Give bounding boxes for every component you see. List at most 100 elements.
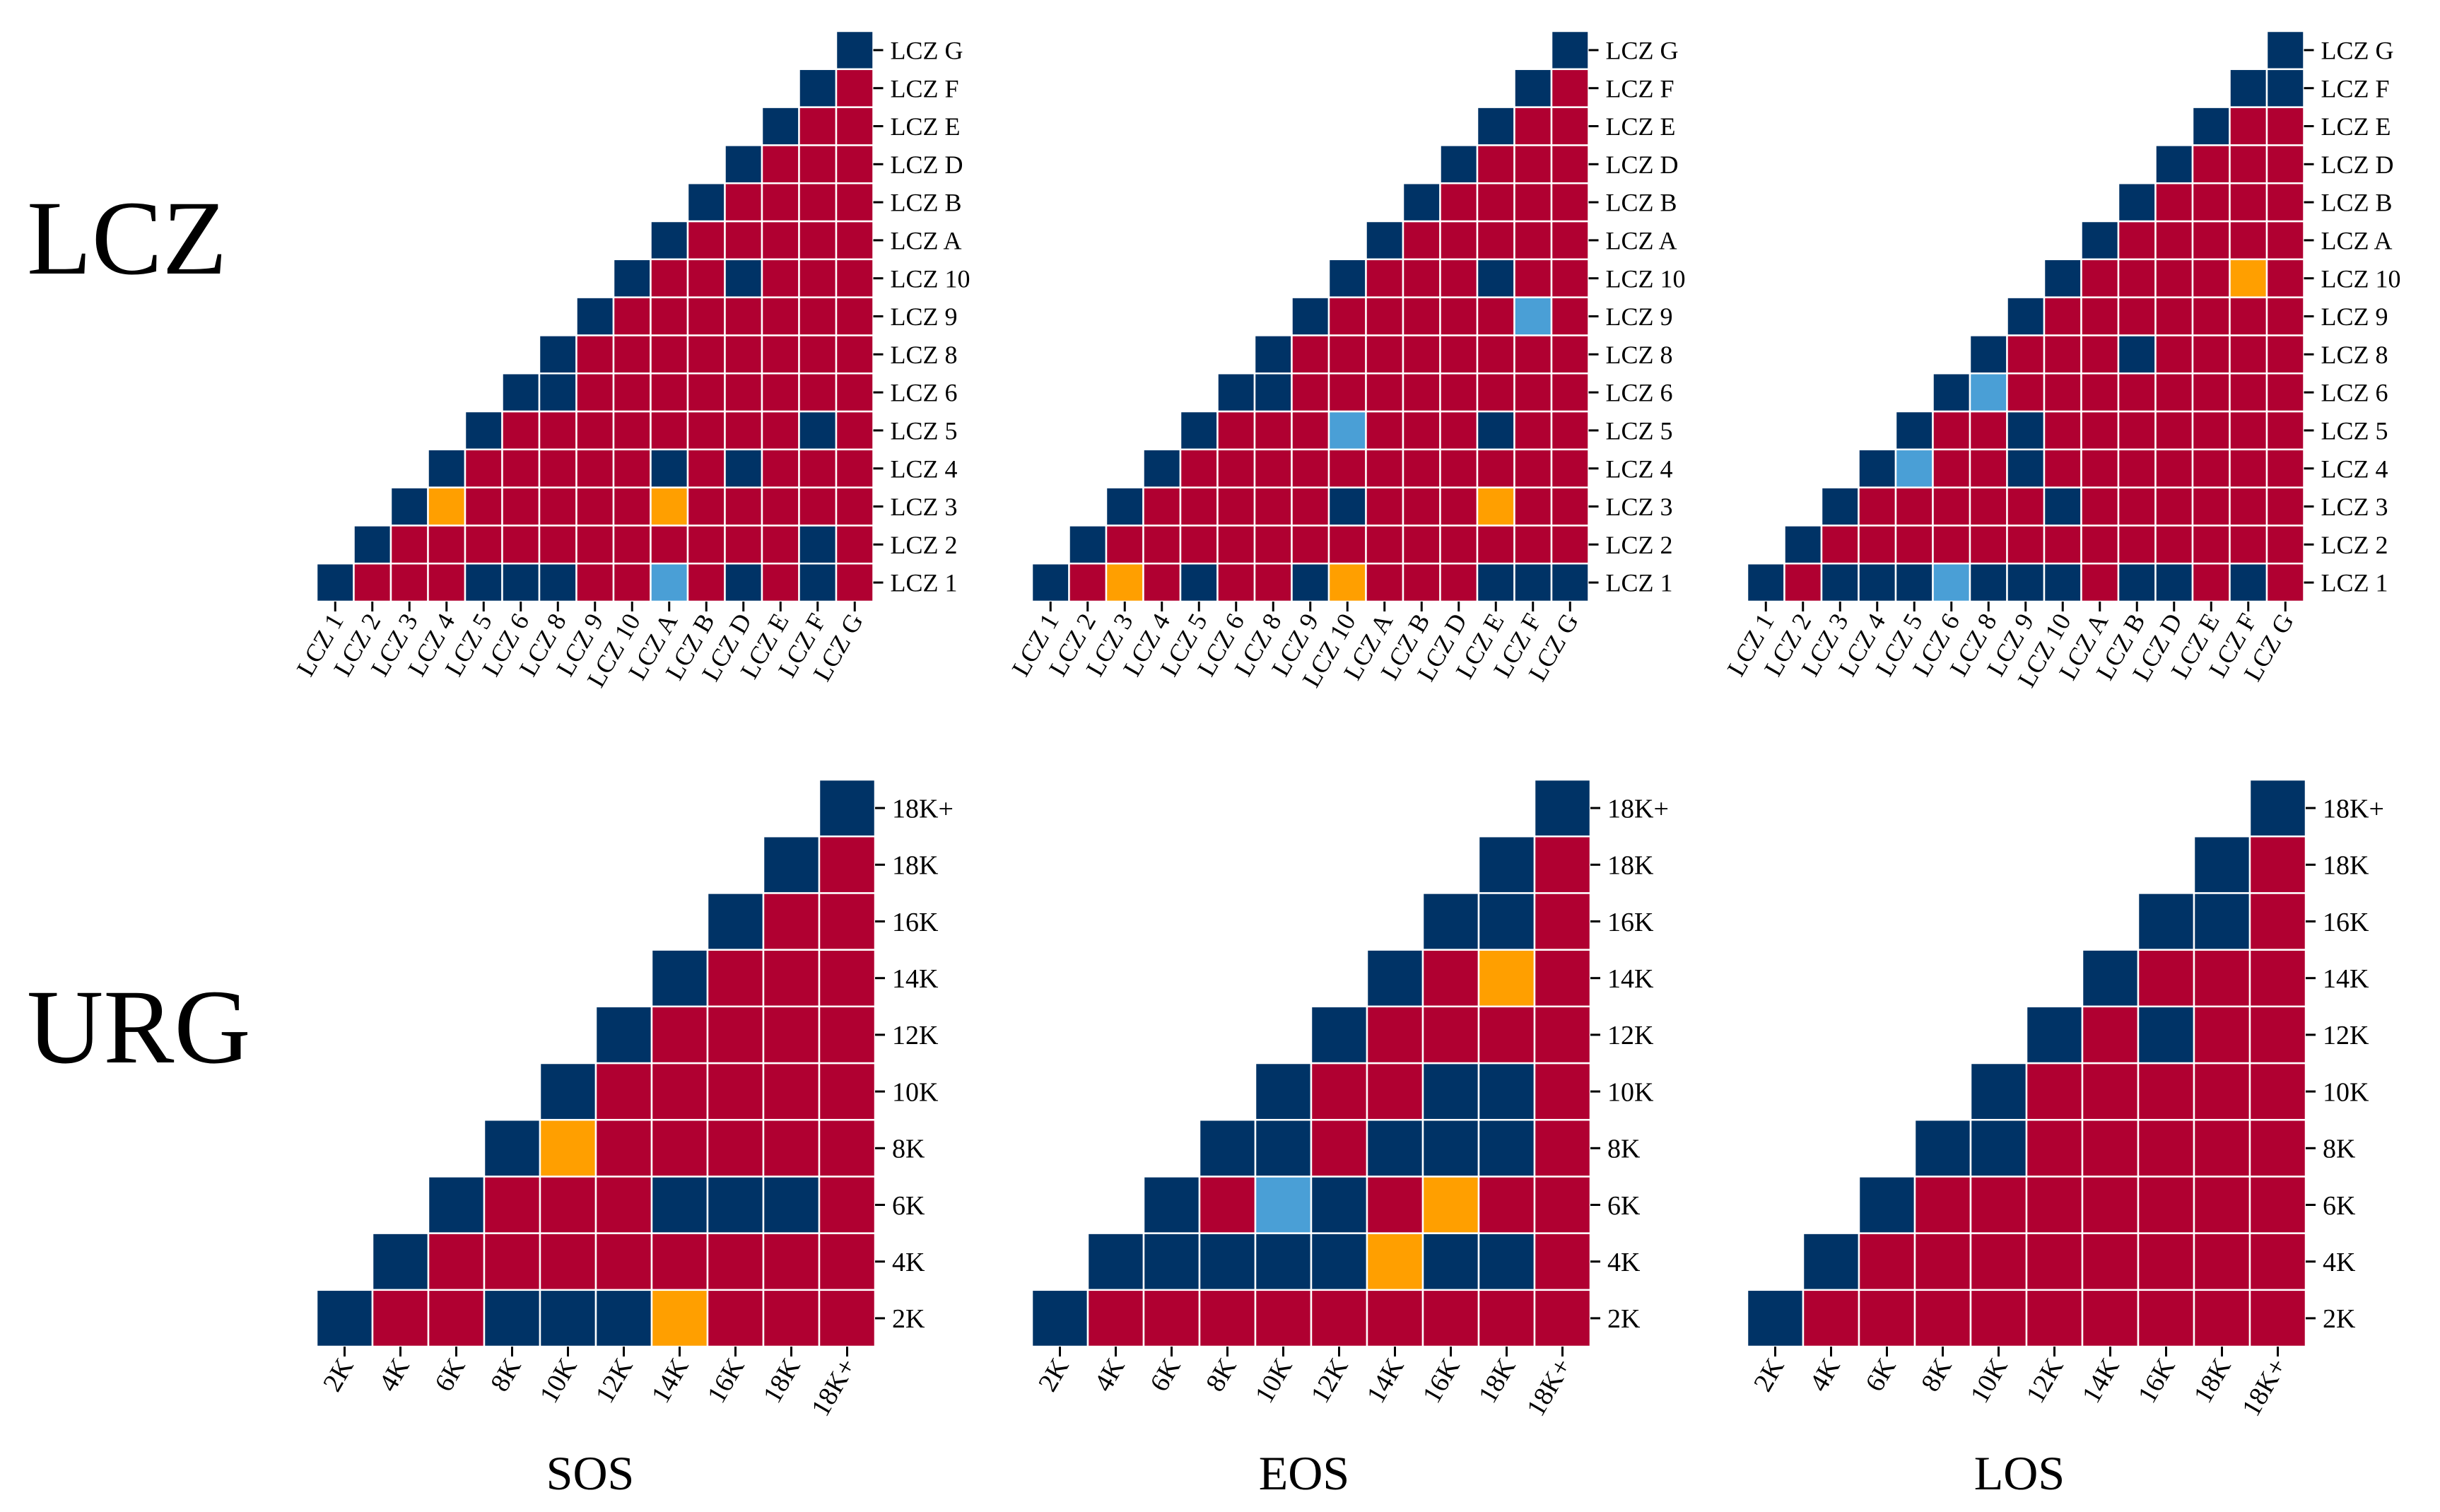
heatmap-cell xyxy=(1402,220,1441,261)
y-tick-label: LCZ 6 xyxy=(2321,379,2388,407)
heatmap-cell xyxy=(1550,410,1590,451)
heatmap-cell xyxy=(2043,562,2082,603)
heatmap-cell xyxy=(1216,562,1256,603)
x-tick-label: 10K xyxy=(1964,1353,2013,1408)
y-tick-label: LCZ A xyxy=(1606,227,1677,255)
heatmap-cell xyxy=(2154,562,2194,603)
heatmap-cell xyxy=(1253,410,1293,451)
heatmap-cell xyxy=(2137,1062,2195,1121)
heatmap-cell xyxy=(2229,182,2268,223)
heatmap-cell xyxy=(2154,296,2194,336)
y-tick-label: LCZ 3 xyxy=(1606,493,1673,521)
y-tick-label: 18K+ xyxy=(2323,794,2384,824)
heatmap-cell xyxy=(835,524,874,565)
heatmap-cell xyxy=(1310,1176,1368,1234)
heatmap-cell xyxy=(1932,562,1971,603)
heatmap-cell xyxy=(1858,524,1897,565)
y-tick-label: LCZ 1 xyxy=(2321,569,2388,597)
heatmap-cell xyxy=(818,949,876,1008)
heatmap-cell xyxy=(706,1176,765,1234)
heatmap-cell xyxy=(1477,949,1536,1008)
y-tick-label: 8K xyxy=(892,1135,925,1164)
heatmap-cell xyxy=(2117,524,2157,565)
y-tick-label: LCZ E xyxy=(1606,112,1676,141)
heatmap-cell xyxy=(686,486,726,527)
heatmap-cell xyxy=(762,1118,821,1178)
heatmap-cell xyxy=(575,486,615,527)
heatmap-cell xyxy=(798,486,838,527)
heatmap-cell xyxy=(650,486,689,527)
heatmap-cell xyxy=(2080,448,2120,488)
y-tick-label: LCZ 2 xyxy=(1606,531,1673,559)
heatmap-cell xyxy=(501,448,541,488)
heatmap-cell xyxy=(2006,372,2046,413)
heatmap-cell xyxy=(2154,182,2194,223)
heatmap-cell xyxy=(2193,1118,2251,1178)
heatmap-cell xyxy=(1858,1289,1916,1348)
heatmap-cell xyxy=(2081,1118,2140,1178)
x-tick-label: 12K xyxy=(2020,1353,2069,1408)
heatmap-cell xyxy=(1477,835,1536,894)
heatmap-cell xyxy=(1533,1062,1592,1121)
heatmap-cell xyxy=(1142,448,1182,488)
heatmap-cell xyxy=(1894,410,1934,451)
heatmap-cell xyxy=(575,296,615,336)
heatmap-cell xyxy=(2025,1062,2084,1121)
y-tick-label: 18K+ xyxy=(1607,794,1669,824)
heatmap-cell xyxy=(724,410,763,451)
heatmap-cell xyxy=(835,258,874,298)
heatmap-cell xyxy=(315,1289,374,1348)
y-tick-label: 14K xyxy=(892,964,939,994)
heatmap-cell xyxy=(798,448,838,488)
heatmap-cell xyxy=(594,1118,653,1178)
heatmap-cell xyxy=(1476,448,1515,488)
heatmap-cell xyxy=(1513,524,1553,565)
column-title-sos: SOS xyxy=(546,1446,635,1500)
heatmap-cell xyxy=(761,448,800,488)
x-tick-label: 16K xyxy=(2132,1353,2181,1408)
heatmap-cell xyxy=(1402,372,1441,413)
heatmap-cell xyxy=(2193,949,2251,1008)
heatmap-cell xyxy=(1366,1062,1424,1121)
heatmap-cell xyxy=(1365,220,1404,261)
heatmap-cell xyxy=(1513,334,1553,375)
heatmap-cell xyxy=(1198,1118,1257,1178)
y-tick-label: LCZ 5 xyxy=(891,417,958,445)
y-tick-label: LCZ F xyxy=(2321,74,2390,102)
heatmap-cell xyxy=(464,524,503,565)
heatmap-cell xyxy=(2248,1005,2307,1065)
x-tick-label: 4K xyxy=(1804,1353,1846,1397)
heatmap-cell xyxy=(427,562,467,603)
y-tick-label: 10K xyxy=(1607,1077,1654,1107)
y-tick-label: LCZ 5 xyxy=(2321,417,2388,445)
heatmap-cell xyxy=(2043,372,2082,413)
heatmap-cell xyxy=(1913,1118,1972,1178)
heatmap-cell xyxy=(1291,410,1330,451)
heatmap-cell xyxy=(2248,1062,2307,1121)
y-tick-label: 6K xyxy=(1607,1191,1641,1221)
x-tick-label: 18K xyxy=(2188,1353,2236,1408)
heatmap-cell xyxy=(2081,1176,2140,1234)
heatmap-cell xyxy=(798,220,838,261)
heatmap-cell xyxy=(1439,410,1479,451)
heatmap-cell xyxy=(1253,334,1293,375)
heatmap-cell xyxy=(1969,1118,2028,1178)
heatmap-cell xyxy=(650,1118,709,1178)
heatmap-cell xyxy=(2043,448,2082,488)
heatmap-cell xyxy=(818,835,876,894)
heatmap-cell xyxy=(1477,892,1536,951)
heatmap-cell xyxy=(2193,835,2251,894)
heatmap-cell xyxy=(2265,410,2305,451)
heatmap-cell xyxy=(1477,1118,1536,1178)
y-tick-label: LCZ 3 xyxy=(2321,493,2388,521)
heatmap-cell xyxy=(1365,562,1404,603)
heatmap-cell xyxy=(538,524,577,565)
heatmap-cell xyxy=(818,778,876,838)
y-tick-label: LCZ E xyxy=(891,112,961,141)
heatmap-cell xyxy=(2137,1118,2195,1178)
x-tick-label: 18K+ xyxy=(2236,1354,2293,1422)
y-tick-label: 6K xyxy=(2323,1191,2356,1221)
y-tick-label: LCZ 3 xyxy=(891,493,958,521)
heatmap-cell xyxy=(2265,372,2305,413)
